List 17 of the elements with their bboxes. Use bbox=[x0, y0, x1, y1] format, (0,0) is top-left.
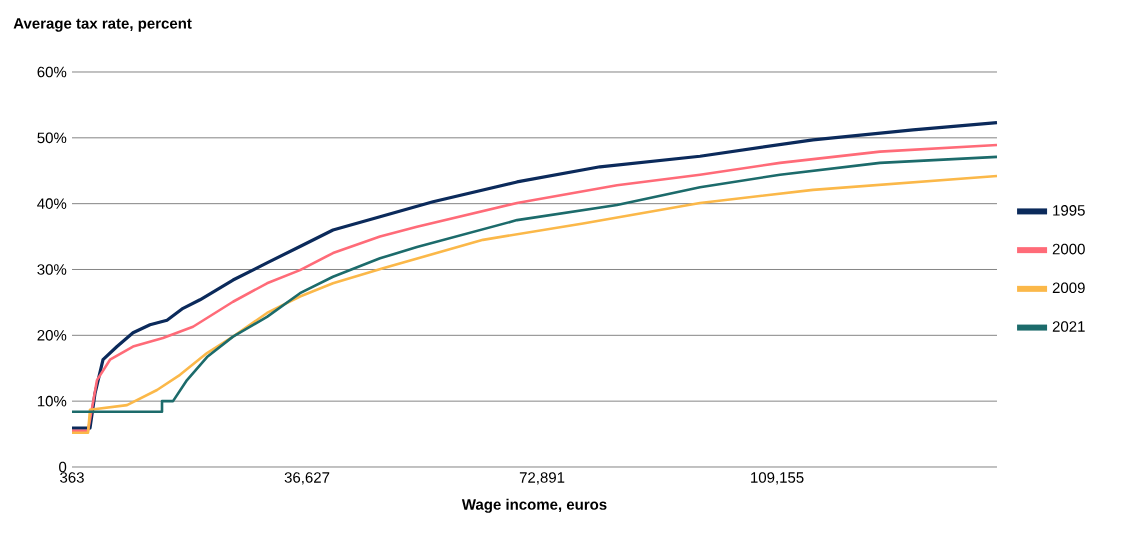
x-tick-label: 36,627 bbox=[284, 472, 330, 485]
x-tick-label: 109,155 bbox=[751, 472, 804, 485]
x-axis-title: Wage income, euros bbox=[461, 498, 607, 513]
x-tick-label: 363 bbox=[60, 472, 84, 483]
y-tick-label: 10% bbox=[37, 395, 67, 407]
y-tick-label: 50% bbox=[37, 132, 67, 144]
y-tick-label: 40% bbox=[37, 198, 67, 209]
y-tick-label: 20% bbox=[37, 330, 67, 341]
chart-title: Average tax rate, percent bbox=[13, 18, 192, 32]
y-tick-label: 30% bbox=[37, 264, 67, 275]
x-tick-label: 72,891 bbox=[519, 472, 565, 485]
legend-label: 2009 bbox=[1052, 282, 1085, 294]
y-tick-label: 0 bbox=[59, 461, 67, 473]
legend-label: 2021 bbox=[1052, 321, 1085, 332]
legend-label: 2000 bbox=[1052, 243, 1085, 255]
legend-label: 1995 bbox=[1053, 205, 1085, 216]
y-tick-label: 60% bbox=[37, 66, 67, 78]
